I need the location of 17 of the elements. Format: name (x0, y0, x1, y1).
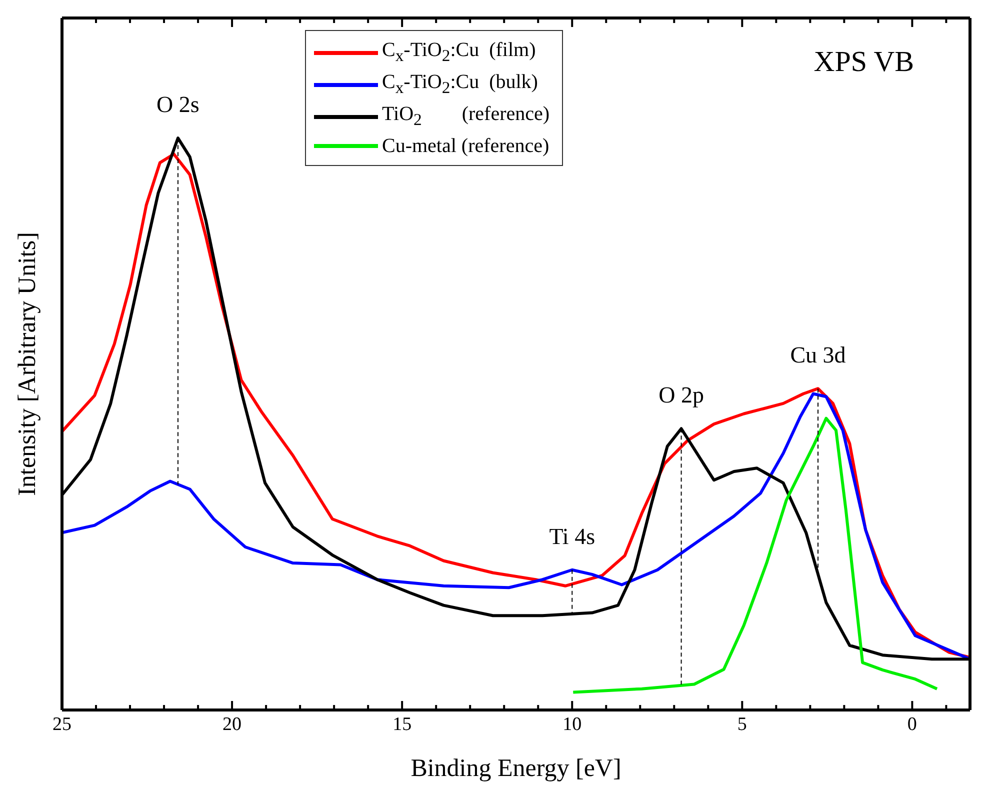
annotation: Cu 3d (790, 342, 846, 368)
x-tick-label: 20 (222, 714, 242, 735)
legend-label: C$_{x}$-TiO$_{2}$:Cu (bulk) (382, 70, 538, 99)
text: XPS VB (814, 46, 914, 79)
annotation: O 2s (156, 92, 200, 118)
text: TiO$_{2}$ (reference) (382, 103, 550, 129)
legend-label: Cu-metal (reference) (382, 134, 550, 159)
x-tick-label: 0 (907, 714, 917, 735)
annotation: Ti 4s (549, 524, 596, 549)
x-tick-label: 5 (737, 714, 747, 735)
annotation: O 2p (658, 382, 704, 408)
x-tick-label: 15 (392, 714, 412, 735)
legend-label: C$_{x}$-TiO$_{2}$:Cu (film) (382, 38, 536, 67)
y-axis-title: Intensity [Arbitrary Units] (14, 232, 41, 496)
x-axis-title: Binding Energy [eV] (410, 755, 622, 782)
x-tick-label: 25 (52, 714, 72, 735)
x-tick-label: 10 (562, 714, 582, 735)
